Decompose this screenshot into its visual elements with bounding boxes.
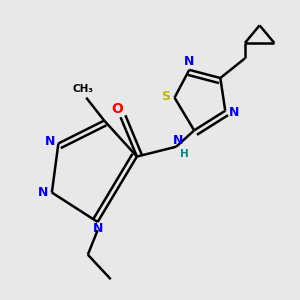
Text: N: N	[38, 186, 48, 199]
Text: N: N	[92, 222, 103, 235]
Text: CH₃: CH₃	[72, 85, 93, 94]
Text: N: N	[229, 106, 240, 119]
Text: H: H	[180, 149, 189, 159]
Text: N: N	[172, 134, 183, 147]
Text: N: N	[184, 55, 194, 68]
Text: S: S	[161, 89, 170, 103]
Text: O: O	[111, 102, 123, 116]
Text: N: N	[45, 135, 56, 148]
